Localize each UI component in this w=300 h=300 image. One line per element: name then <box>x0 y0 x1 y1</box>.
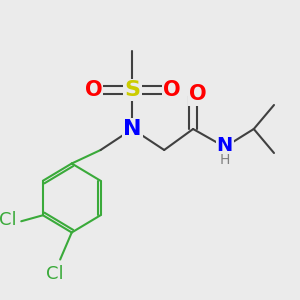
Text: H: H <box>220 153 230 166</box>
Text: Cl: Cl <box>0 211 17 229</box>
Text: S: S <box>124 80 140 100</box>
Text: N: N <box>123 119 142 139</box>
Text: Cl: Cl <box>46 265 63 283</box>
Text: N: N <box>217 136 233 155</box>
Text: O: O <box>189 85 206 104</box>
Text: O: O <box>85 80 102 100</box>
Text: O: O <box>163 80 180 100</box>
